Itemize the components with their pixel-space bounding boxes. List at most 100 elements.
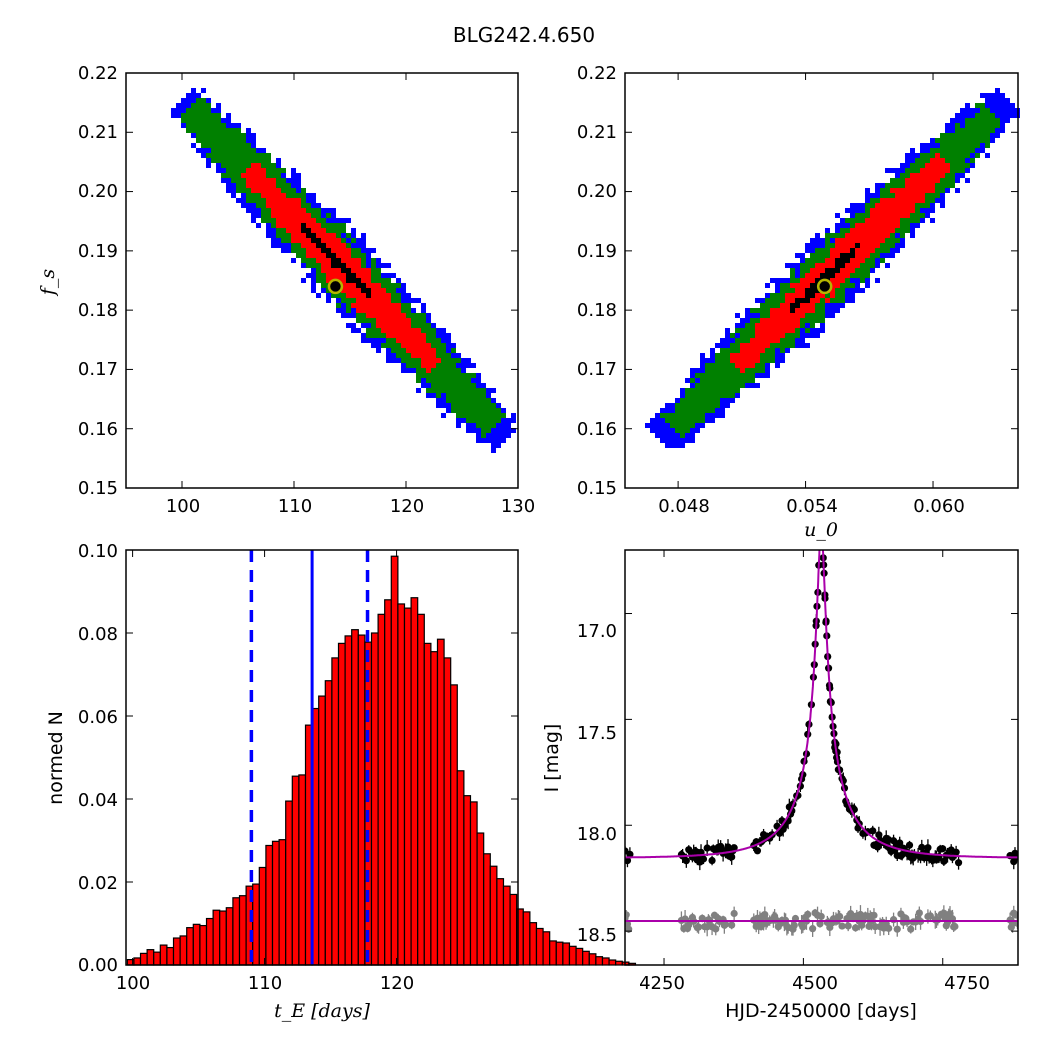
contour-cell (900, 223, 905, 228)
contour-cell (356, 293, 361, 298)
contour-cell (715, 358, 720, 363)
contour-cell (700, 358, 705, 363)
contour-cell (336, 228, 341, 233)
contour-cell (765, 338, 770, 343)
contour-cell (835, 258, 840, 263)
contour-cell (261, 153, 266, 158)
contour-cell (376, 288, 381, 293)
contour-cell (955, 153, 960, 158)
contour-cell (880, 213, 885, 218)
contour-cell (870, 218, 875, 223)
contour-cell (930, 173, 935, 178)
contour-cell (760, 298, 765, 303)
contour-cell (685, 433, 690, 438)
contour-cell (850, 253, 855, 258)
contour-cell (306, 238, 311, 243)
contour-cell (805, 308, 810, 313)
contour-cell (471, 373, 476, 378)
contour-cell (815, 258, 820, 263)
contour-cell (491, 438, 496, 443)
contour-cell (695, 383, 700, 388)
contour-cell (426, 318, 431, 323)
contour-cell (850, 203, 855, 208)
contour-cell (296, 213, 301, 218)
histogram-bar (608, 959, 617, 966)
contour-cell (915, 178, 920, 183)
contour-cell (311, 253, 316, 258)
contour-cell (800, 323, 805, 328)
contour-cell (281, 198, 286, 203)
contour-cell (825, 258, 830, 263)
contour-cell (855, 258, 860, 263)
contour-cell (805, 268, 810, 273)
contour-cell (441, 358, 446, 363)
contour-cell (391, 343, 396, 348)
contour-cell (276, 173, 281, 178)
contour-cell (496, 433, 501, 438)
contour-cell (805, 243, 810, 248)
contour-cell (476, 398, 481, 403)
contour-cell (780, 343, 785, 348)
contour-cell (955, 173, 960, 178)
contour-cell (825, 248, 830, 253)
axes-frame (125, 549, 519, 966)
contour-cell (985, 108, 990, 113)
y-tick-label: 0.08 (78, 624, 118, 645)
contour-cell (960, 108, 965, 113)
contour-cell (386, 263, 391, 268)
contour-cell (995, 113, 1000, 118)
contour-cell (725, 333, 730, 338)
contour-cell (256, 213, 261, 218)
contour-cell (281, 208, 286, 213)
contour-cell (685, 438, 690, 443)
contour-cell (436, 348, 441, 353)
x-tick-label: 100 (116, 973, 150, 994)
contour-cell (446, 363, 451, 368)
contour-cell (226, 148, 231, 153)
histogram-bar (423, 642, 432, 966)
contour-cell (680, 423, 685, 428)
contour-cell (900, 213, 905, 218)
contour-cell (316, 258, 321, 263)
contour-cell (830, 308, 835, 313)
contour-cell (201, 113, 206, 118)
y-tick-label: 0.18 (577, 300, 617, 321)
contour-cell (845, 288, 850, 293)
contour-cell (765, 308, 770, 313)
contour-cell (426, 388, 431, 393)
contour-cell (720, 363, 725, 368)
contour-cell (196, 118, 201, 123)
contour-cell (241, 143, 246, 148)
contour-cell (800, 298, 805, 303)
contour-cell (680, 398, 685, 403)
contour-cell (945, 188, 950, 193)
contour-cell (725, 368, 730, 373)
contour-cell (705, 368, 710, 373)
contour-cell (471, 408, 476, 413)
contour-cell (296, 228, 301, 233)
contour-cell (795, 338, 800, 343)
contour-cell (396, 283, 401, 288)
contour-cell (855, 263, 860, 268)
contour-cell (740, 378, 745, 383)
contour-cell (241, 198, 246, 203)
histogram-bar (258, 866, 267, 966)
contour-cell (880, 193, 885, 198)
contour-cell (860, 208, 865, 213)
contour-cell (301, 263, 306, 268)
contour-cell (241, 158, 246, 163)
histogram-bar (357, 634, 366, 966)
contour-cell (975, 113, 980, 118)
contour-cell (321, 228, 326, 233)
contour-cell (356, 258, 361, 263)
contour-cell (271, 193, 276, 198)
contour-cell (710, 368, 715, 373)
contour-cell (411, 353, 416, 358)
contour-cell (815, 233, 820, 238)
contour-cell (306, 198, 311, 203)
contour-cell (880, 253, 885, 258)
contour-cell (825, 308, 830, 313)
contour-cell (665, 403, 670, 408)
contour-cell (820, 238, 825, 243)
contour-cell (775, 288, 780, 293)
